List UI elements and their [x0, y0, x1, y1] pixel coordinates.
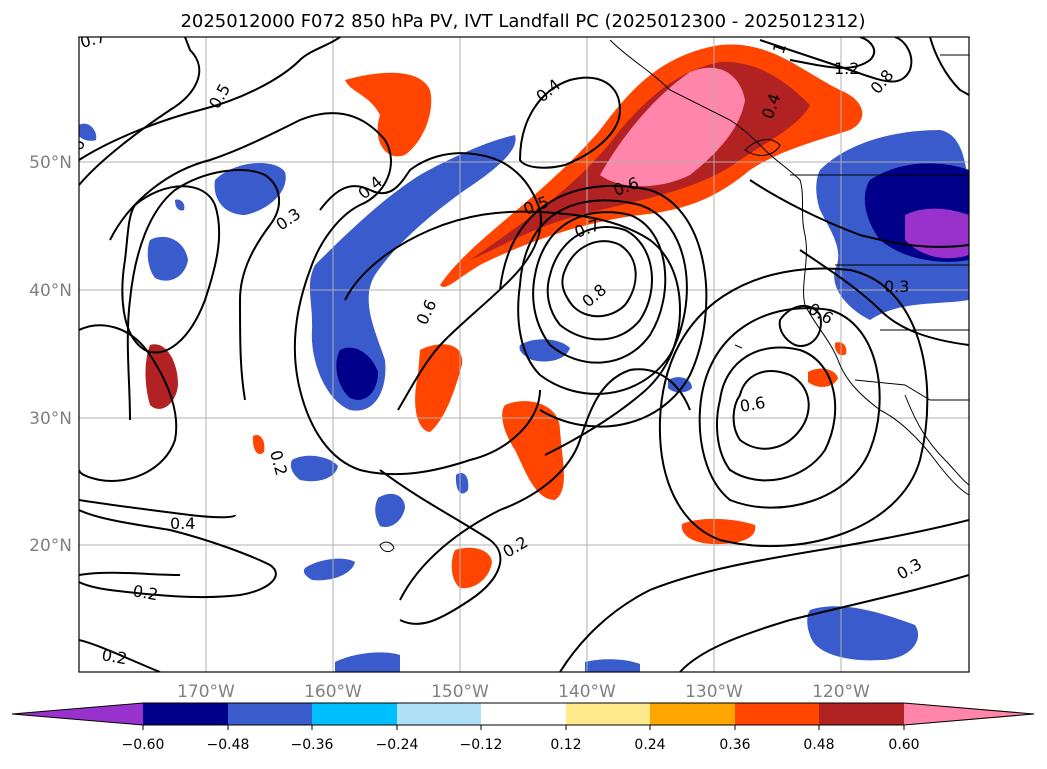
colorbar-segment — [904, 703, 1034, 725]
colorbar-tick-label: 0.12 — [550, 737, 581, 753]
lat-label: 40°N — [29, 281, 72, 301]
pv-contours — [79, 37, 969, 672]
positive-anomaly-blob — [415, 344, 463, 432]
latitude-labels: 50°N 40°N 30°N 20°N — [29, 153, 72, 556]
negative-anomaly-blob — [79, 123, 97, 141]
positive-anomaly-peak — [600, 67, 745, 187]
lon-label: 150°W — [431, 682, 489, 702]
lon-label: 160°W — [304, 682, 362, 702]
colorbar-segment — [819, 703, 904, 725]
negative-anomaly-blob — [585, 659, 640, 672]
positive-anomaly-blob — [502, 401, 564, 500]
colorbar-tick-label: 0.36 — [719, 737, 750, 753]
lat-label: 50°N — [29, 153, 72, 173]
negative-anomaly-blob — [375, 493, 405, 528]
shaded-anomaly-layer — [79, 44, 969, 672]
graticule — [79, 37, 969, 672]
colorbar-segment — [312, 703, 397, 725]
map-frame — [78, 36, 970, 673]
contour-label: 0.6 — [738, 393, 766, 416]
colorbar-segment — [143, 703, 228, 725]
colorbar-segment — [566, 703, 650, 725]
colorbar-ticks — [142, 725, 905, 730]
lon-label: 170°W — [177, 682, 235, 702]
positive-anomaly-blob — [345, 72, 432, 157]
positive-anomaly-blob — [451, 547, 492, 589]
negative-anomaly-blob — [175, 199, 185, 211]
colorbar-tick-label: −0.60 — [122, 737, 165, 753]
negative-anomaly-blob — [335, 652, 400, 672]
colorbar-tick-label: 0.48 — [803, 737, 834, 753]
colorbar-segment — [397, 703, 481, 725]
lon-label: 120°W — [812, 682, 870, 702]
colorbar-segment — [12, 703, 143, 725]
negative-anomaly-blob — [807, 606, 919, 661]
contour-label: 1.2 — [834, 59, 859, 78]
positive-anomaly-blob — [252, 434, 265, 455]
negative-anomaly-blob — [147, 236, 188, 281]
colorbar-segment — [650, 703, 735, 725]
colorbar-tick-label: −0.24 — [376, 737, 419, 753]
colorbar-tick-label: −0.36 — [291, 737, 334, 753]
negative-anomaly-blob — [290, 455, 338, 482]
lon-label: 140°W — [558, 682, 616, 702]
negative-anomaly-blob — [455, 472, 469, 494]
negative-anomaly-band — [309, 135, 516, 411]
colorbar-tick-label: −0.48 — [207, 737, 250, 753]
colorbar: −0.60 −0.48 −0.36 −0.24 −0.12 0.12 0.24 … — [11, 702, 1035, 753]
contour-label: 0.6 — [60, 135, 89, 167]
colorbar-segment — [228, 703, 312, 725]
longitude-labels: 170°W 160°W 150°W 140°W 130°W 120°W — [177, 682, 870, 702]
colorbar-segment — [481, 703, 566, 725]
map-plot-area: 0.7 0.5 0.6 0.3 0.4 0.4 0.5 0.6 0.7 0.8 … — [60, 37, 969, 672]
contour-label: 0.4 — [170, 514, 195, 533]
colorbar-tick-label: 0.24 — [634, 737, 665, 753]
positive-anomaly-blob — [681, 518, 756, 545]
contour-label: 0.2 — [131, 581, 159, 604]
colorbar-tick-label: 0.60 — [888, 737, 919, 753]
lat-label: 20°N — [29, 536, 72, 556]
map-title: 2025012000 F072 850 hPa PV, IVT Landfall… — [180, 11, 865, 32]
colorbar-segment — [735, 703, 819, 725]
lon-label: 130°W — [685, 682, 743, 702]
colorbar-tick-label: −0.12 — [460, 737, 503, 753]
contour-label: 0.3 — [884, 277, 909, 296]
coastlines — [379, 39, 969, 553]
contour-label: 0.2 — [100, 645, 128, 668]
lat-label: 30°N — [29, 409, 72, 429]
negative-anomaly-blob — [519, 339, 570, 362]
negative-anomaly-core — [336, 347, 378, 400]
negative-anomaly-blob — [303, 558, 355, 581]
